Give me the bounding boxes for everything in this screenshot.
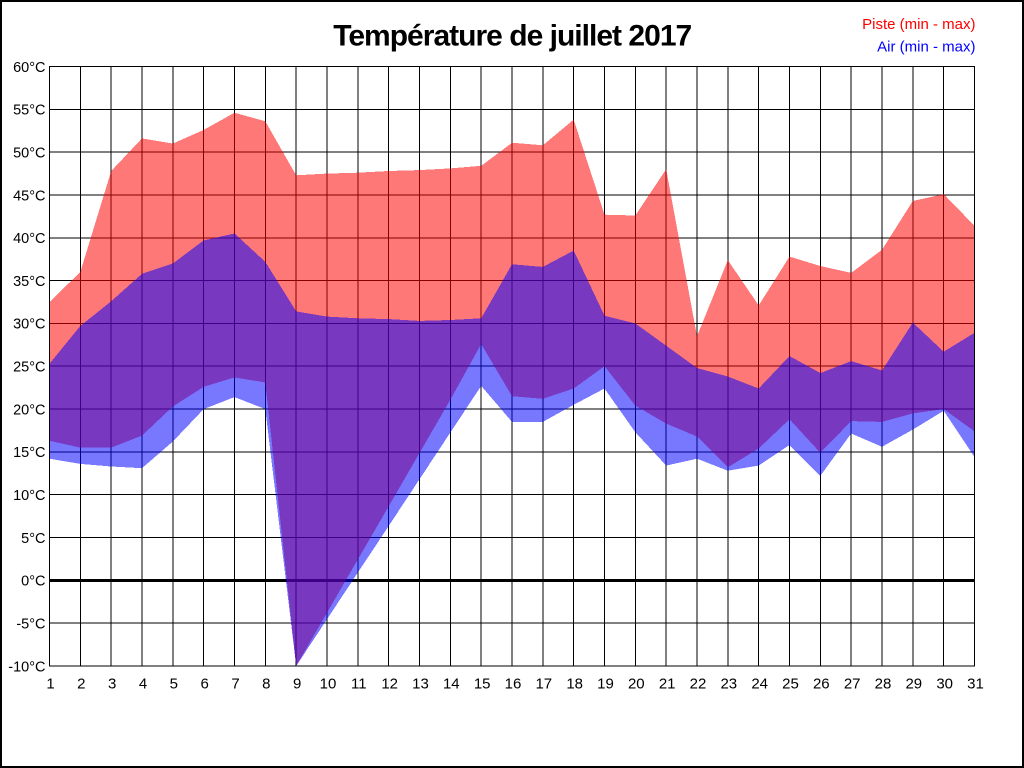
svg-text:25°C: 25°C (13, 360, 45, 376)
svg-text:2: 2 (77, 676, 85, 693)
svg-text:16: 16 (505, 676, 522, 693)
svg-text:-10°C: -10°C (8, 659, 45, 675)
svg-text:10: 10 (320, 676, 337, 693)
svg-text:5: 5 (170, 676, 178, 693)
svg-text:Piste (min - max): Piste (min - max) (862, 16, 975, 33)
svg-text:13: 13 (412, 676, 429, 693)
svg-text:8: 8 (262, 676, 270, 693)
svg-text:6: 6 (201, 676, 209, 693)
svg-text:15°C: 15°C (13, 445, 45, 461)
svg-text:23: 23 (720, 676, 737, 693)
svg-text:4: 4 (139, 676, 147, 693)
svg-text:31: 31 (967, 676, 984, 693)
svg-text:55°C: 55°C (13, 103, 45, 119)
svg-text:18: 18 (566, 676, 583, 693)
svg-text:30°C: 30°C (13, 317, 45, 333)
svg-text:28: 28 (875, 676, 892, 693)
svg-text:30: 30 (936, 676, 953, 693)
svg-text:0°C: 0°C (21, 574, 45, 590)
svg-text:Température de juillet 2017: Température de juillet 2017 (333, 20, 692, 53)
svg-text:27: 27 (844, 676, 861, 693)
svg-text:1: 1 (46, 676, 54, 693)
svg-text:25: 25 (782, 676, 799, 693)
svg-text:9: 9 (293, 676, 301, 693)
svg-text:24: 24 (751, 676, 768, 693)
svg-text:40°C: 40°C (13, 231, 45, 247)
svg-text:45°C: 45°C (13, 188, 45, 204)
svg-text:26: 26 (813, 676, 830, 693)
svg-text:14: 14 (443, 676, 460, 693)
svg-text:60°C: 60°C (13, 60, 45, 76)
svg-text:19: 19 (597, 676, 614, 693)
svg-text:10°C: 10°C (13, 488, 45, 504)
svg-text:20°C: 20°C (13, 402, 45, 418)
svg-text:21: 21 (659, 676, 676, 693)
svg-text:7: 7 (231, 676, 239, 693)
svg-text:11: 11 (351, 676, 367, 693)
svg-text:-5°C: -5°C (16, 617, 45, 633)
svg-text:29: 29 (905, 676, 922, 693)
svg-text:20: 20 (628, 676, 645, 693)
svg-text:12: 12 (381, 676, 398, 693)
svg-text:15: 15 (474, 676, 491, 693)
svg-text:22: 22 (690, 676, 707, 693)
svg-text:50°C: 50°C (13, 145, 45, 161)
svg-text:3: 3 (108, 676, 116, 693)
svg-text:35°C: 35°C (13, 274, 45, 290)
svg-text:Air (min - max): Air (min - max) (877, 38, 975, 55)
svg-text:5°C: 5°C (21, 531, 45, 547)
svg-text:17: 17 (535, 676, 552, 693)
